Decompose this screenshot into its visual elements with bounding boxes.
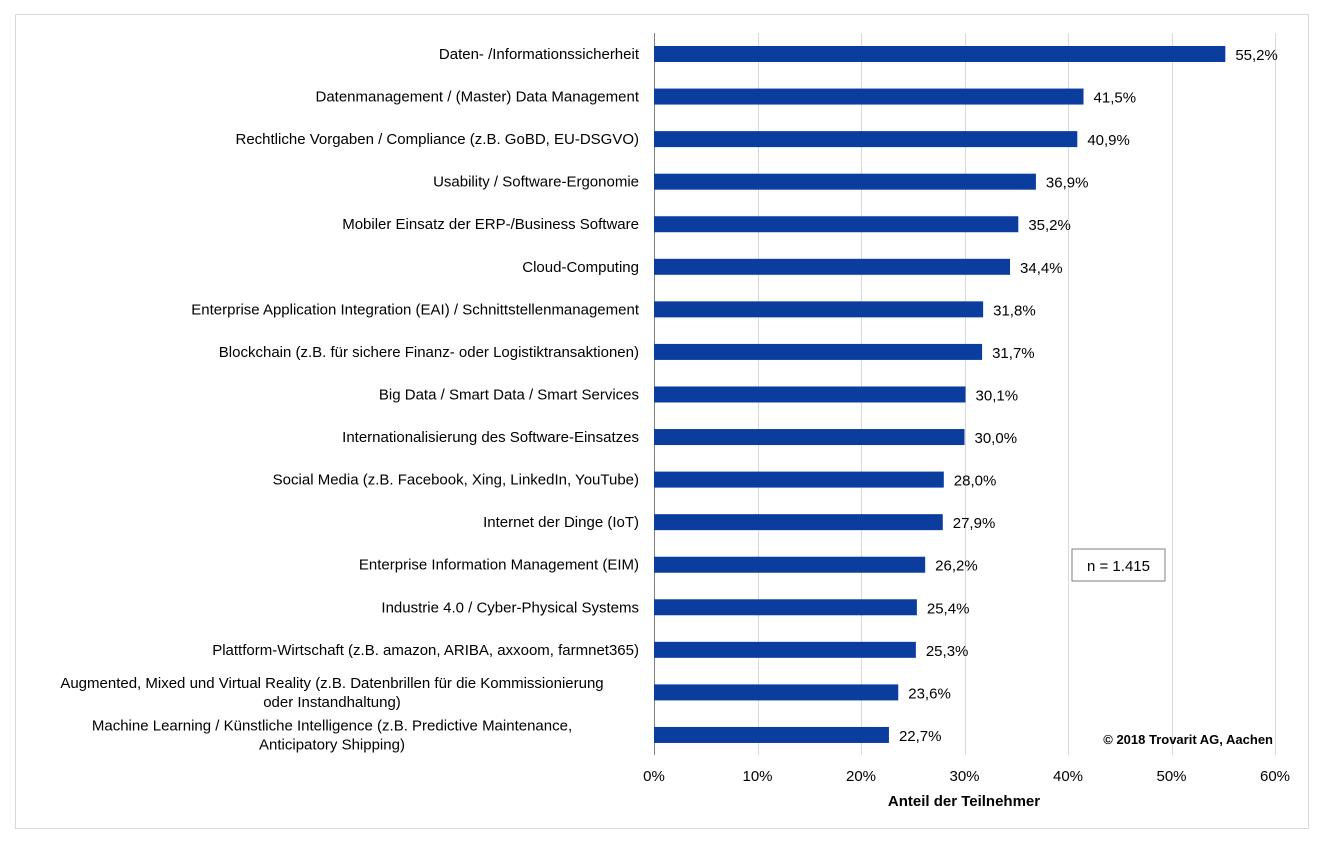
bar bbox=[654, 301, 984, 318]
category-label: Cloud-Computing bbox=[522, 259, 639, 276]
bar bbox=[654, 471, 944, 488]
x-axis-title: Anteil der Teilnehmer bbox=[888, 793, 1040, 810]
category-label: Plattform-Wirtschaft (z.B. amazon, ARIBA… bbox=[212, 642, 639, 659]
value-label: 25,4% bbox=[927, 600, 970, 617]
bar bbox=[654, 599, 917, 616]
value-labels: 55,2% 41,5% 40,9% 36,9% 35,2% 34,4% 31,8% 31,7%… bbox=[899, 47, 1278, 745]
category-label: Augmented, Mixed und Virtual Reality (z.… bbox=[60, 675, 603, 692]
bar bbox=[654, 173, 1036, 190]
x-tick-label: 40% bbox=[1053, 768, 1083, 785]
category-label: Mobiler Einsatz der ERP-/Business Softwa… bbox=[342, 216, 639, 233]
x-tick-label: 10% bbox=[742, 768, 772, 785]
x-tick-label: 0% bbox=[643, 768, 665, 785]
bar bbox=[654, 386, 966, 403]
value-label: 30,0% bbox=[975, 430, 1018, 447]
sample-size-label: n = 1.415 bbox=[1087, 558, 1150, 575]
bar bbox=[654, 88, 1084, 105]
category-label: oder Instandhaltung) bbox=[263, 694, 401, 711]
bar bbox=[654, 641, 916, 658]
category-label: Usability / Software-Ergonomie bbox=[433, 174, 639, 191]
sample-size-box-border bbox=[1071, 548, 1166, 582]
category-label: Daten- /Informationssicherheit bbox=[439, 46, 640, 63]
x-tick-label: 50% bbox=[1156, 768, 1186, 785]
bar bbox=[654, 46, 1226, 62]
bar bbox=[654, 514, 943, 531]
value-label: 36,9% bbox=[1046, 175, 1089, 192]
sample-size-box: n = 1.415 bbox=[1071, 548, 1166, 582]
category-label: Datenmanagement / (Master) Data Manageme… bbox=[316, 89, 640, 106]
gridlines bbox=[654, 33, 1276, 755]
bar bbox=[654, 429, 965, 446]
value-label: 34,4% bbox=[1020, 260, 1063, 277]
category-label: Anticipatory Shipping) bbox=[259, 736, 405, 753]
bar bbox=[654, 684, 899, 701]
x-tick-label: 60% bbox=[1260, 768, 1290, 785]
category-label: Enterprise Application Integration (EAI)… bbox=[191, 301, 640, 318]
value-label: 30,1% bbox=[976, 387, 1019, 404]
bar bbox=[654, 556, 926, 573]
category-label: Rechtliche Vorgaben / Compliance (z.B. G… bbox=[236, 131, 640, 148]
category-label: Social Media (z.B. Facebook, Xing, Linke… bbox=[273, 472, 639, 489]
value-label: 31,8% bbox=[993, 302, 1036, 319]
value-label: 25,3% bbox=[926, 643, 969, 660]
category-label: Enterprise Information Management (EIM) bbox=[359, 557, 639, 574]
bar bbox=[654, 343, 983, 360]
category-label: Big Data / Smart Data / Smart Services bbox=[379, 386, 639, 403]
category-label: Industrie 4.0 / Cyber-Physical Systems bbox=[381, 599, 639, 616]
value-label: 35,2% bbox=[1028, 217, 1071, 234]
value-label: 31,7% bbox=[992, 345, 1035, 362]
bar bbox=[654, 258, 1011, 275]
category-label: Blockchain (z.B. für sichere Finanz- ode… bbox=[219, 344, 639, 361]
value-label: 22,7% bbox=[899, 728, 942, 745]
category-labels: Daten- /Informationssicherheit Datenmanag… bbox=[60, 46, 639, 753]
value-label: 28,0% bbox=[954, 473, 997, 490]
category-label: Internationalisierung des Software-Einsa… bbox=[342, 429, 639, 446]
value-label: 23,6% bbox=[908, 685, 951, 702]
x-tick-label: 30% bbox=[949, 768, 979, 785]
bar bbox=[654, 216, 1019, 233]
bar bbox=[654, 131, 1078, 148]
value-label: 26,2% bbox=[935, 558, 978, 575]
bars bbox=[654, 46, 1226, 743]
value-label: 41,5% bbox=[1094, 90, 1137, 107]
category-label: Machine Learning / Künstliche Intelligen… bbox=[92, 717, 572, 734]
value-label: 40,9% bbox=[1087, 132, 1130, 149]
value-label: 55,2% bbox=[1235, 47, 1278, 64]
x-tick-label: 20% bbox=[846, 768, 876, 785]
x-tick-labels: 0% 10% 20% 30% 40% 50% 60% bbox=[643, 768, 1290, 785]
copyright-note: © 2018 Trovarit AG, Aachen bbox=[1103, 732, 1273, 747]
bar bbox=[654, 726, 889, 743]
category-label: Internet der Dinge (IoT) bbox=[483, 514, 639, 531]
value-label: 27,9% bbox=[953, 515, 996, 532]
